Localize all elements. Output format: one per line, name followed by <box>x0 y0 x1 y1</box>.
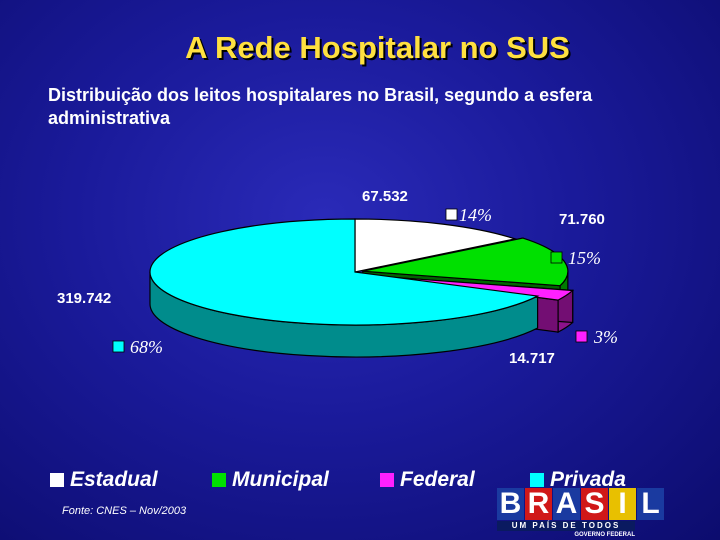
percent-label-federal: 3% <box>593 327 618 347</box>
value-label-federal: 14.717 <box>509 350 555 367</box>
legend-swatch-privada <box>530 473 544 487</box>
chart-subtitle: Distribuição dos leitos hospitalares no … <box>48 85 593 128</box>
value-label-estadual: 67.532 <box>362 188 408 205</box>
page-title: A Rede Hospitalar no SUS <box>185 30 570 65</box>
legend-label-privada: Privada <box>550 468 626 491</box>
legend-swatch-federal <box>380 473 394 487</box>
percent-label-municipal: 15% <box>568 248 601 268</box>
legend-label-federal: Federal <box>400 468 475 491</box>
percent-swatch-privada <box>112 340 125 353</box>
logo-tagline: UM PAÍS DE TODOS <box>497 521 635 531</box>
legend-swatch-municipal <box>212 473 226 487</box>
logo-letter: A <box>553 488 580 520</box>
source-note: Fonte: CNES – Nov/2003 <box>62 505 187 517</box>
legend-label-municipal: Municipal <box>232 468 329 491</box>
legend-swatch-estadual <box>50 473 64 487</box>
percent-swatch-estadual <box>445 208 458 221</box>
legend-item-federal: Federal <box>380 468 475 492</box>
value-label-privada: 319.742 <box>57 290 111 307</box>
chart-legend: Estadual Municipal Federal Privada <box>50 468 690 494</box>
pie-slice-estadual <box>354 218 518 273</box>
logo-letter: R <box>525 488 552 520</box>
percent-swatch-municipal <box>550 251 563 264</box>
percent-swatch-federal <box>575 330 588 343</box>
legend-item-privada: Privada <box>530 468 626 492</box>
pie-slice-privada <box>149 218 540 326</box>
logo-letter: B <box>497 488 524 520</box>
percent-label-estadual: 14% <box>459 205 492 225</box>
value-label-municipal: 71.760 <box>559 211 605 228</box>
logo-letter: I <box>609 488 636 520</box>
logo-subtext: GOVERNO FEDERAL <box>574 532 635 538</box>
legend-item-estadual: Estadual <box>50 468 158 492</box>
logo-letter: L <box>637 488 664 520</box>
percent-label-privada: 68% <box>130 337 163 357</box>
legend-label-estadual: Estadual <box>70 468 158 491</box>
legend-item-municipal: Municipal <box>212 468 329 492</box>
logo-letter: S <box>581 488 608 520</box>
pie-slice-municipal <box>362 237 569 287</box>
